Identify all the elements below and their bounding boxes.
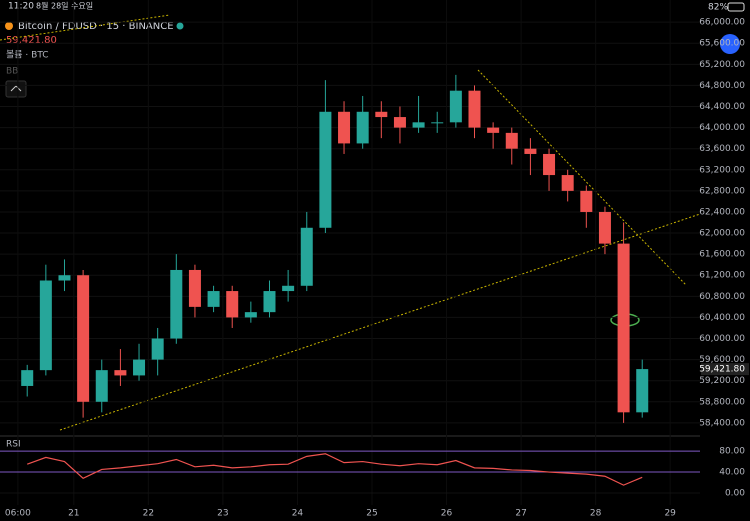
y-tick-label: 64,400.00 bbox=[699, 102, 745, 112]
candle-body bbox=[207, 291, 220, 307]
x-tick-label: 27 bbox=[515, 509, 526, 519]
y-tick-label: 61,200.00 bbox=[699, 271, 745, 281]
bb-label[interactable]: BB bbox=[6, 67, 18, 77]
clock: 11:20 bbox=[8, 2, 34, 12]
candle-body bbox=[487, 127, 500, 133]
collapse-button[interactable] bbox=[5, 80, 27, 98]
x-tick-label: 06:00 bbox=[5, 509, 31, 519]
candle-body bbox=[114, 370, 127, 376]
symbol-title[interactable]: Bitcoin / FDUSD · 15 · BINANCE bbox=[18, 21, 174, 32]
candle-body bbox=[95, 370, 108, 402]
candle-body bbox=[598, 211, 611, 244]
candle-body bbox=[561, 175, 574, 191]
status-dot bbox=[176, 22, 184, 30]
candle-body bbox=[393, 117, 406, 128]
trend-line bbox=[59, 213, 701, 431]
trend-line bbox=[477, 69, 687, 286]
price-tag bbox=[701, 363, 749, 376]
price-tag-label: 59,421.80 bbox=[699, 365, 745, 375]
y-tick-label: 80.00 bbox=[719, 447, 745, 457]
y-tick-label: 59,600.00 bbox=[699, 355, 745, 365]
last-price: 59,421.80 bbox=[6, 35, 57, 46]
y-tick-label: 64,800.00 bbox=[699, 81, 745, 91]
candle-body bbox=[244, 312, 257, 318]
candle-body bbox=[449, 90, 462, 123]
candle-body bbox=[431, 122, 444, 124]
y-tick-label: 58,800.00 bbox=[699, 397, 745, 407]
candle-body bbox=[133, 359, 146, 376]
candle-body bbox=[524, 148, 537, 154]
candle-body bbox=[170, 269, 183, 339]
candle-body bbox=[151, 338, 164, 360]
y-tick-label: 62,400.00 bbox=[699, 207, 745, 217]
candle-body bbox=[300, 227, 313, 286]
candle-body bbox=[319, 111, 332, 228]
candle-body bbox=[617, 243, 630, 413]
y-tick-label: 60,400.00 bbox=[699, 313, 745, 323]
battery: 82% bbox=[708, 3, 728, 13]
y-tick-label: 66,000.00 bbox=[699, 18, 745, 28]
y-tick-label: 63,200.00 bbox=[699, 165, 745, 175]
candle-body bbox=[505, 132, 518, 149]
x-tick-label: 26 bbox=[441, 509, 453, 519]
candle-body bbox=[356, 111, 369, 144]
x-tick-label: 22 bbox=[143, 509, 154, 519]
y-tick-label: 65,200.00 bbox=[699, 60, 745, 70]
candle-body bbox=[375, 111, 388, 118]
pane-title: RSI bbox=[6, 440, 21, 450]
x-tick-label: 24 bbox=[292, 509, 304, 519]
candle-body bbox=[39, 280, 52, 371]
collapse-icon bbox=[10, 85, 22, 92]
rsi-line bbox=[27, 453, 643, 486]
trend-line bbox=[0, 14, 171, 41]
candle-body bbox=[412, 122, 425, 128]
x-tick-label: 25 bbox=[366, 509, 377, 519]
y-tick-label: 59,200.00 bbox=[699, 376, 745, 386]
y-tick-label: 61,600.00 bbox=[699, 250, 745, 260]
y-tick-label: 63,600.00 bbox=[699, 144, 745, 154]
battery-icon bbox=[727, 2, 745, 12]
candle-body bbox=[282, 285, 295, 292]
candle-body bbox=[188, 269, 201, 307]
candle-body bbox=[263, 291, 276, 313]
x-tick-label: 21 bbox=[68, 509, 79, 519]
candle-body bbox=[636, 369, 649, 413]
candle-body bbox=[543, 153, 556, 176]
candle-body bbox=[338, 111, 351, 144]
candle-body bbox=[58, 275, 71, 281]
y-tick-label: 58,400.00 bbox=[699, 418, 745, 428]
x-tick-label: 29 bbox=[664, 509, 676, 519]
candle-body bbox=[226, 291, 239, 318]
y-tick-label: 60,000.00 bbox=[699, 334, 745, 344]
candle-body bbox=[21, 370, 34, 386]
volume-label[interactable]: 볼륨 · BTC bbox=[6, 50, 49, 61]
btc-icon bbox=[5, 22, 13, 30]
y-tick-label: 65,600.00 bbox=[699, 39, 745, 49]
x-tick-label: 23 bbox=[217, 509, 228, 519]
candle-body bbox=[468, 90, 481, 128]
date: 8월 28일 수요일 bbox=[36, 1, 93, 11]
x-tick-label: 28 bbox=[590, 509, 602, 519]
y-tick-label: 62,000.00 bbox=[699, 229, 745, 239]
y-tick-label: 64,000.00 bbox=[699, 123, 745, 133]
y-tick-label: 40.00 bbox=[719, 468, 745, 478]
fullscreen-button[interactable] bbox=[720, 34, 740, 54]
y-tick-label: 60,800.00 bbox=[699, 292, 745, 302]
candle-body bbox=[580, 190, 593, 212]
y-tick-label: 0.00 bbox=[725, 488, 745, 498]
candle-body bbox=[77, 275, 90, 402]
y-tick-label: 62,800.00 bbox=[699, 186, 745, 196]
